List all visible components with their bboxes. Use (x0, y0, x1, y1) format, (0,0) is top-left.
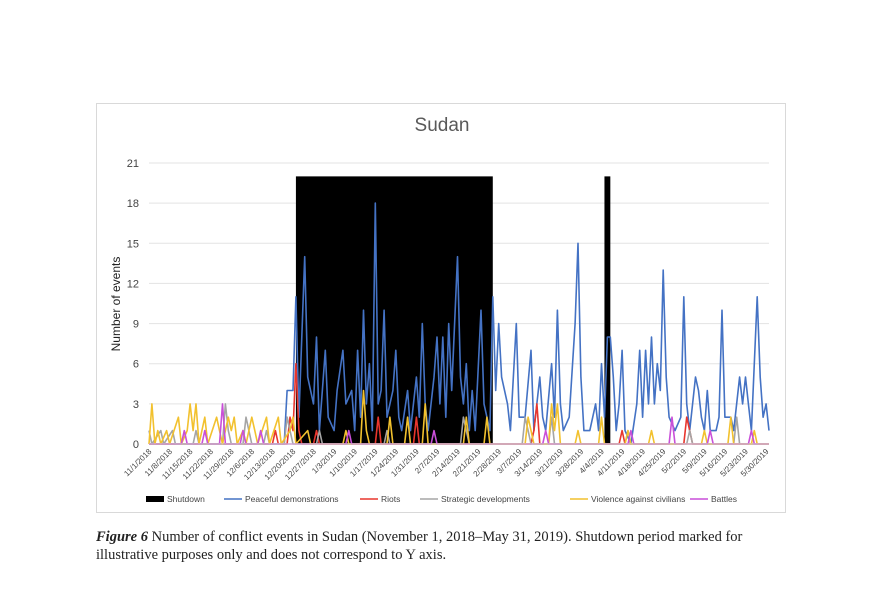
figure-caption: Figure 6 Number of conflict events in Su… (96, 528, 796, 564)
shutdown-bars (295, 176, 611, 444)
legend-label: Riots (381, 494, 400, 504)
shutdown-bar-1 (604, 176, 611, 444)
shutdown-bar-0 (295, 176, 493, 444)
figure-caption-text: Number of conflict events in Sudan (Nove… (96, 529, 743, 563)
y-tick-label: 6 (133, 359, 139, 371)
legend-label: Peaceful demonstrations (245, 494, 339, 504)
y-tick-label: 18 (127, 198, 139, 210)
y-tick-label: 3 (133, 399, 139, 411)
legend: Shutdown Peaceful demonstrations Riots Stra… (146, 494, 737, 504)
chart-canvas: Sudan Number of events 03691215182111/1/… (109, 115, 771, 504)
legend-label: Shutdown (167, 494, 205, 504)
y-tick-label: 15 (127, 238, 139, 250)
legend-label: Violence against civilians (591, 494, 685, 504)
chart-frame: Sudan Number of events 0 3 6 9 12 15 18 21 11/1/… (96, 103, 786, 513)
chart-title: Sudan (415, 115, 470, 136)
y-tick-label: 12 (127, 278, 139, 290)
y-axis-label: Number of events (109, 257, 123, 352)
legend-label: Battles (711, 494, 737, 504)
legend-label: Strategic developments (441, 494, 530, 504)
y-tick-label: 21 (127, 158, 139, 170)
y-tick-label: 9 (133, 319, 139, 331)
y-tick-label: 0 (133, 439, 139, 451)
figure-label: Figure 6 (96, 529, 148, 545)
